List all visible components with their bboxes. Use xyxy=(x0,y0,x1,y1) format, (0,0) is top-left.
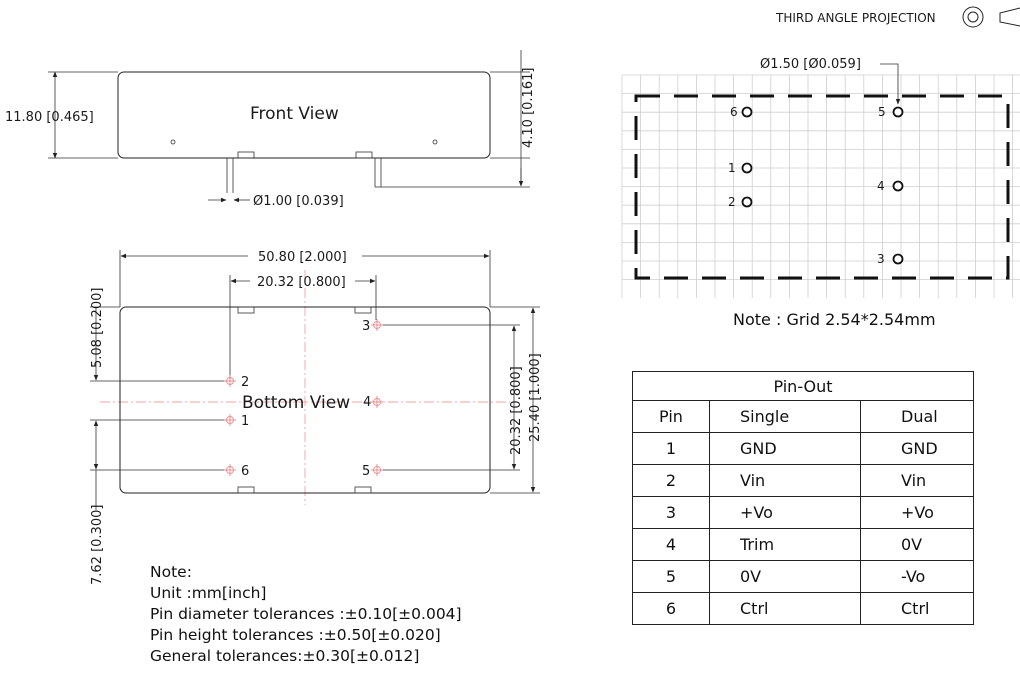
grid-note: Note : Grid 2.54*2.54mm xyxy=(733,310,936,329)
note-line: Pin height tolerances :±0.50[±0.020] xyxy=(150,626,441,644)
single-cell: Vin xyxy=(709,464,861,497)
dual-cell: 0V xyxy=(860,528,974,561)
pin-layout-grid xyxy=(621,74,1020,298)
bottom-view xyxy=(90,250,540,510)
pin-cell: 1 xyxy=(632,432,710,465)
grid-pin-label: 5 xyxy=(878,105,886,119)
note-line: Pin diameter tolerances :±0.10[±0.004] xyxy=(150,605,462,623)
pinout-header-row: Pin Single Dual xyxy=(632,400,974,433)
pin-cell: 5 xyxy=(632,560,710,593)
bottom-width-dim: 50.80 [2.000] xyxy=(258,250,347,265)
front-height-dim: 11.80 [0.465] xyxy=(5,110,94,125)
projection-symbol-icon xyxy=(962,6,1020,28)
grid-outline xyxy=(634,94,1010,280)
bottom-pin-label: 1 xyxy=(241,414,249,429)
front-view-title: Front View xyxy=(250,104,339,124)
note-line: Unit :mm[inch] xyxy=(150,584,267,602)
grid-pins xyxy=(741,106,904,265)
bottom-pin-label: 6 xyxy=(241,464,249,479)
bottom-left-top-dim: 5.08 [0.200] xyxy=(90,288,105,368)
bottom-right-inner-dim: 20.32 [0.800] xyxy=(509,366,524,455)
grid-pin-label: 6 xyxy=(730,105,738,119)
bottom-view-title: Bottom View xyxy=(242,393,350,413)
bottom-right-outer-dim: 25.40 [1.000] xyxy=(528,353,543,442)
dual-cell: Ctrl xyxy=(860,592,974,625)
note-line: General tolerances:±0.30[±0.012] xyxy=(150,647,420,665)
single-cell: Trim xyxy=(709,528,861,561)
pin-cell: 2 xyxy=(632,464,710,497)
pinout-table: Pin-Out Pin Single Dual 1 GND GND 2 Vin … xyxy=(632,371,974,625)
bottom-pin-label: 4 xyxy=(363,395,371,410)
single-cell: Ctrl xyxy=(709,592,861,625)
notes-block: Note: Unit :mm[inch] Pin diameter tolera… xyxy=(150,562,462,667)
table-row: 3 +Vo +Vo xyxy=(632,496,974,529)
grid-hole-dim: Ø1.50 [Ø0.059] xyxy=(760,57,861,72)
dual-cell: GND xyxy=(860,432,974,465)
single-cell: +Vo xyxy=(709,496,861,529)
front-view xyxy=(48,50,530,203)
table-row: 6 Ctrl Ctrl xyxy=(632,592,974,625)
single-cell: 0V xyxy=(709,560,861,593)
header-single: Single xyxy=(709,400,861,433)
pin-cell: 6 xyxy=(632,592,710,625)
grid-pin-label: 1 xyxy=(728,161,736,175)
pinout-title: Pin-Out xyxy=(632,371,974,401)
table-row: 2 Vin Vin xyxy=(632,464,974,497)
pin-cell: 3 xyxy=(632,496,710,529)
bottom-pin-label: 2 xyxy=(241,375,249,390)
dual-cell: +Vo xyxy=(860,496,974,529)
bottom-pin-label: 5 xyxy=(362,464,370,479)
projection-label: THIRD ANGLE PROJECTION xyxy=(775,11,936,25)
pin-diameter-dim: Ø1.00 [0.039] xyxy=(253,194,344,209)
grid-pin-label: 2 xyxy=(728,195,736,209)
grid-pin-label: 4 xyxy=(877,179,885,193)
pin-cell: 4 xyxy=(632,528,710,561)
dual-cell: Vin xyxy=(860,464,974,497)
table-row: 4 Trim 0V xyxy=(632,528,974,561)
bottom-left-bottom-dim: 7.62 [0.300] xyxy=(90,505,105,585)
notes-heading: Note: xyxy=(150,563,192,581)
bottom-pin-label: 3 xyxy=(362,319,370,334)
header-pin: Pin xyxy=(632,400,710,433)
table-row: 5 0V -Vo xyxy=(632,560,974,593)
bottom-pin-spacing-dim: 20.32 [0.800] xyxy=(257,275,346,290)
single-cell: GND xyxy=(709,432,861,465)
front-pin-height-dim: 4.10 [0.161] xyxy=(521,68,536,148)
table-row: 1 GND GND xyxy=(632,432,974,465)
grid-pin-label: 3 xyxy=(877,252,885,266)
dual-cell: -Vo xyxy=(860,560,974,593)
header-dual: Dual xyxy=(860,400,974,433)
